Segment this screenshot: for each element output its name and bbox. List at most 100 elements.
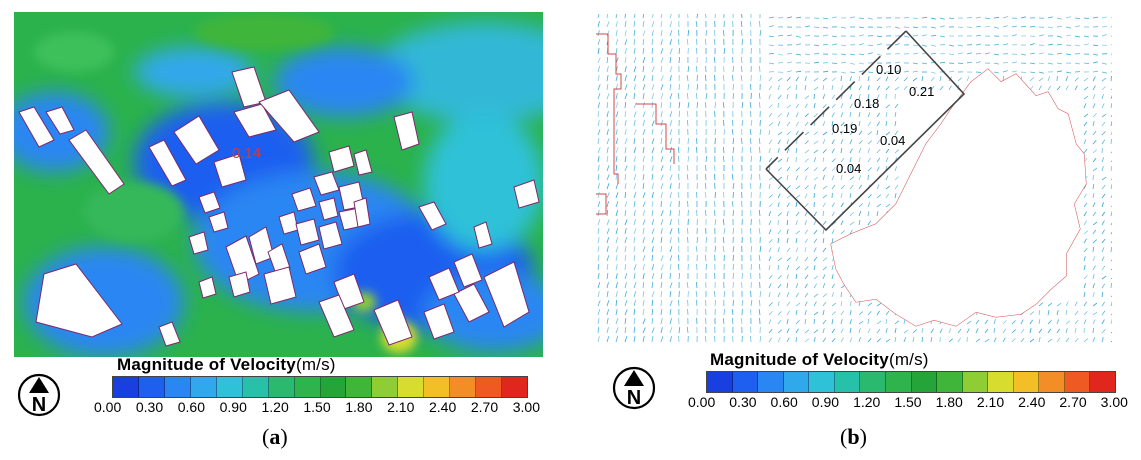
- velocity-arrow: [615, 147, 619, 154]
- velocity-arrow: [606, 66, 609, 73]
- velocity-arrow: [660, 102, 663, 109]
- velocity-arrow: [804, 103, 808, 109]
- velocity-arrow: [858, 43, 864, 46]
- velocity-arrow: [597, 237, 600, 244]
- velocity-arrow: [795, 211, 800, 217]
- velocity-arrow: [795, 302, 801, 307]
- velocity-arrow: [651, 47, 654, 55]
- velocity-arrow: [678, 83, 680, 91]
- velocity-arrow: [597, 30, 600, 37]
- velocity-arrow: [831, 148, 835, 154]
- velocity-arrow: [1092, 113, 1097, 118]
- color-scale-swatch: [860, 372, 886, 392]
- velocity-arrow: [750, 263, 752, 271]
- velocity-arrow: [1038, 310, 1041, 316]
- velocity-arrow: [624, 66, 627, 73]
- velocity-arrow: [813, 229, 818, 235]
- velocity-arrow: [822, 301, 827, 307]
- velocity-arrow: [651, 14, 654, 19]
- velocity-arrow: [1083, 184, 1087, 190]
- velocity-arrow: [786, 238, 789, 244]
- velocity-arrow: [615, 246, 619, 253]
- velocity-arrow: [858, 112, 861, 118]
- velocity-arrow: [1002, 70, 1008, 73]
- velocity-arrow: [669, 93, 673, 100]
- velocity-arrow: [831, 283, 835, 289]
- velocity-arrow: [642, 228, 645, 235]
- velocity-arrow: [723, 146, 725, 154]
- velocity-arrow: [615, 327, 619, 334]
- velocity-arrow: [686, 92, 689, 100]
- velocity-arrow: [822, 274, 826, 280]
- velocity-arrow: [1101, 176, 1107, 181]
- velocity-arrow: [642, 264, 645, 271]
- velocity-arrow: [768, 104, 773, 109]
- velocity-arrow: [1020, 16, 1026, 19]
- velocity-arrow: [795, 220, 798, 226]
- velocity-arrow: [831, 328, 836, 334]
- velocity-arrow: [615, 309, 618, 316]
- velocity-arrow: [867, 44, 874, 47]
- velocity-arrow: [840, 166, 844, 172]
- velocity-arrow: [642, 201, 646, 208]
- velocity-arrow: [894, 149, 899, 154]
- velocity-arrow: [669, 75, 672, 82]
- velocity-arrow: [849, 319, 852, 325]
- velocity-arrow: [831, 104, 836, 109]
- velocity-arrow: [669, 174, 673, 181]
- velocity-arrow: [795, 238, 798, 244]
- velocity-arrow: [749, 129, 752, 136]
- velocity-arrow: [615, 138, 619, 145]
- velocity-arrow: [1110, 114, 1112, 118]
- velocity-arrow: [624, 165, 628, 172]
- velocity-arrow: [1092, 265, 1096, 271]
- velocity-arrow: [686, 174, 689, 181]
- velocity-arrow: [704, 255, 707, 262]
- velocity-arrow: [903, 77, 908, 82]
- velocity-arrow: [867, 337, 872, 343]
- velocity-arrow: [795, 283, 799, 289]
- velocity-arrow: [750, 191, 752, 199]
- velocity-arrow: [795, 112, 799, 118]
- velocity-arrow: [804, 113, 809, 118]
- velocity-arrow: [633, 111, 637, 118]
- velocity-arrow: [813, 301, 817, 307]
- velocity-arrow: [1038, 302, 1043, 307]
- velocity-arrow: [669, 264, 672, 271]
- velocity-arrow: [804, 175, 808, 181]
- velocity-arrow: [597, 273, 600, 280]
- velocity-arrow: [597, 102, 601, 109]
- velocity-arrow: [1101, 238, 1106, 244]
- velocity-arrow: [1092, 184, 1095, 190]
- velocity-arrow: [705, 74, 707, 82]
- velocity-arrow: [678, 47, 681, 55]
- velocity-arrow: [606, 93, 610, 100]
- velocity-arrow: [1101, 184, 1106, 190]
- velocity-arrow: [642, 39, 645, 46]
- velocity-arrow: [903, 319, 906, 325]
- velocity-arrow: [777, 212, 782, 217]
- velocity-arrow: [966, 52, 972, 55]
- velocity-arrow: [822, 310, 825, 316]
- velocity-arrow: [813, 265, 816, 271]
- velocity-arrow: [1092, 319, 1096, 325]
- velocity-arrow: [795, 139, 798, 145]
- velocity-arrow: [732, 246, 735, 253]
- velocity-arrow: [1101, 103, 1105, 109]
- velocity-arrow: [723, 228, 726, 235]
- velocity-arrow: [786, 319, 789, 325]
- velocity-arrow: [930, 77, 935, 82]
- velocity-arrow: [704, 335, 707, 343]
- velocity-arrow: [840, 157, 845, 163]
- velocity-arrow: [714, 272, 716, 280]
- velocity-arrow: [822, 257, 828, 262]
- color-scale-swatch: [783, 372, 810, 392]
- velocity-arrow: [984, 338, 990, 343]
- velocity-arrow: [768, 62, 774, 65]
- velocity-arrow: [615, 273, 618, 280]
- velocity-arrow: [749, 146, 752, 154]
- velocity-arrow: [804, 131, 810, 136]
- velocity-arrow: [651, 254, 653, 262]
- velocity-arrow: [741, 299, 744, 307]
- velocity-arrow: [642, 156, 645, 163]
